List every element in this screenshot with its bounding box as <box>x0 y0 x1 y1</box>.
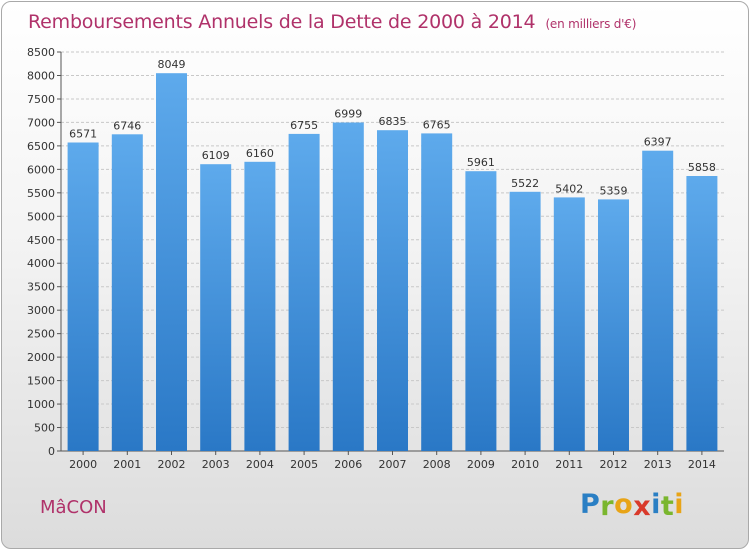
logo-letter: i <box>651 489 661 520</box>
chart-title: Remboursements Annuels de la Dette de 20… <box>28 11 636 33</box>
x-tick-label: 2013 <box>644 458 672 471</box>
x-tick-label: 2012 <box>600 458 628 471</box>
bar <box>67 142 99 451</box>
logo-letter: o <box>614 489 634 520</box>
bar <box>288 133 320 451</box>
city-name: MâCON <box>40 497 107 518</box>
x-tick-label: 2009 <box>467 458 495 471</box>
bar <box>156 73 187 451</box>
chart-title-text: Remboursements Annuels de la Dette de 20… <box>28 11 536 33</box>
value-label: 5359 <box>600 184 628 197</box>
y-tick-label: 5500 <box>27 187 55 200</box>
value-label: 5858 <box>688 161 716 174</box>
bar <box>111 134 143 452</box>
value-label: 6160 <box>246 147 274 160</box>
y-tick-label: 1000 <box>27 398 55 411</box>
value-label: 5522 <box>511 177 539 190</box>
bar <box>200 164 232 451</box>
bar <box>686 176 718 451</box>
value-label: 6835 <box>379 115 407 128</box>
value-label: 6571 <box>69 128 97 141</box>
x-tick-label: 2000 <box>69 458 97 471</box>
value-label: 6397 <box>644 136 672 149</box>
proxiti-logo: Proxiti <box>580 489 685 522</box>
y-tick-label: 4500 <box>27 234 55 247</box>
logo-letter: i <box>674 489 685 520</box>
y-tick-label: 6000 <box>27 163 55 176</box>
y-tick-label: 7000 <box>27 116 55 129</box>
value-label: 5402 <box>555 182 583 195</box>
bar <box>244 161 276 452</box>
x-tick-label: 2003 <box>202 458 230 471</box>
value-label: 6999 <box>334 108 362 121</box>
bar <box>642 150 674 451</box>
value-label: 6109 <box>202 149 230 162</box>
bar <box>377 130 408 451</box>
bar <box>598 199 629 451</box>
x-tick-label: 2014 <box>688 458 716 471</box>
y-tick-label: 8000 <box>27 69 55 82</box>
y-tick-label: 0 <box>48 445 55 458</box>
bar <box>421 133 453 451</box>
x-tick-label: 2010 <box>511 458 539 471</box>
y-tick-label: 2500 <box>27 328 55 341</box>
bar <box>332 122 364 451</box>
x-tick-label: 2006 <box>334 458 362 471</box>
value-label: 6765 <box>423 118 451 131</box>
y-tick-label: 7500 <box>27 93 55 106</box>
bar <box>553 197 585 451</box>
logo-letter: x <box>633 491 652 522</box>
x-tick-label: 2011 <box>555 458 583 471</box>
value-label: 6746 <box>113 119 141 132</box>
chart-unit: (en milliers d'€) <box>545 17 637 31</box>
x-tick-label: 2005 <box>290 458 318 471</box>
logo-letter: P <box>580 489 601 520</box>
bar <box>465 171 497 451</box>
y-tick-label: 8500 <box>27 46 55 59</box>
y-tick-label: 2000 <box>27 351 55 364</box>
y-tick-label: 4000 <box>27 257 55 270</box>
logo-letter: t <box>660 491 675 522</box>
y-tick-label: 3000 <box>27 304 55 317</box>
y-tick-label: 5000 <box>27 210 55 223</box>
value-label: 5961 <box>467 156 495 169</box>
bar <box>509 191 541 452</box>
x-tick-label: 2001 <box>113 458 141 471</box>
x-tick-label: 2002 <box>158 458 186 471</box>
value-label: 8049 <box>158 58 186 71</box>
x-tick-label: 2007 <box>379 458 407 471</box>
y-tick-label: 6500 <box>27 140 55 153</box>
value-label: 6755 <box>290 119 318 132</box>
y-tick-label: 500 <box>34 422 55 435</box>
x-tick-label: 2008 <box>423 458 451 471</box>
logo-letter: r <box>600 491 615 522</box>
y-tick-label: 1500 <box>27 375 55 388</box>
y-tick-label: 3500 <box>27 281 55 294</box>
x-tick-label: 2004 <box>246 458 274 471</box>
